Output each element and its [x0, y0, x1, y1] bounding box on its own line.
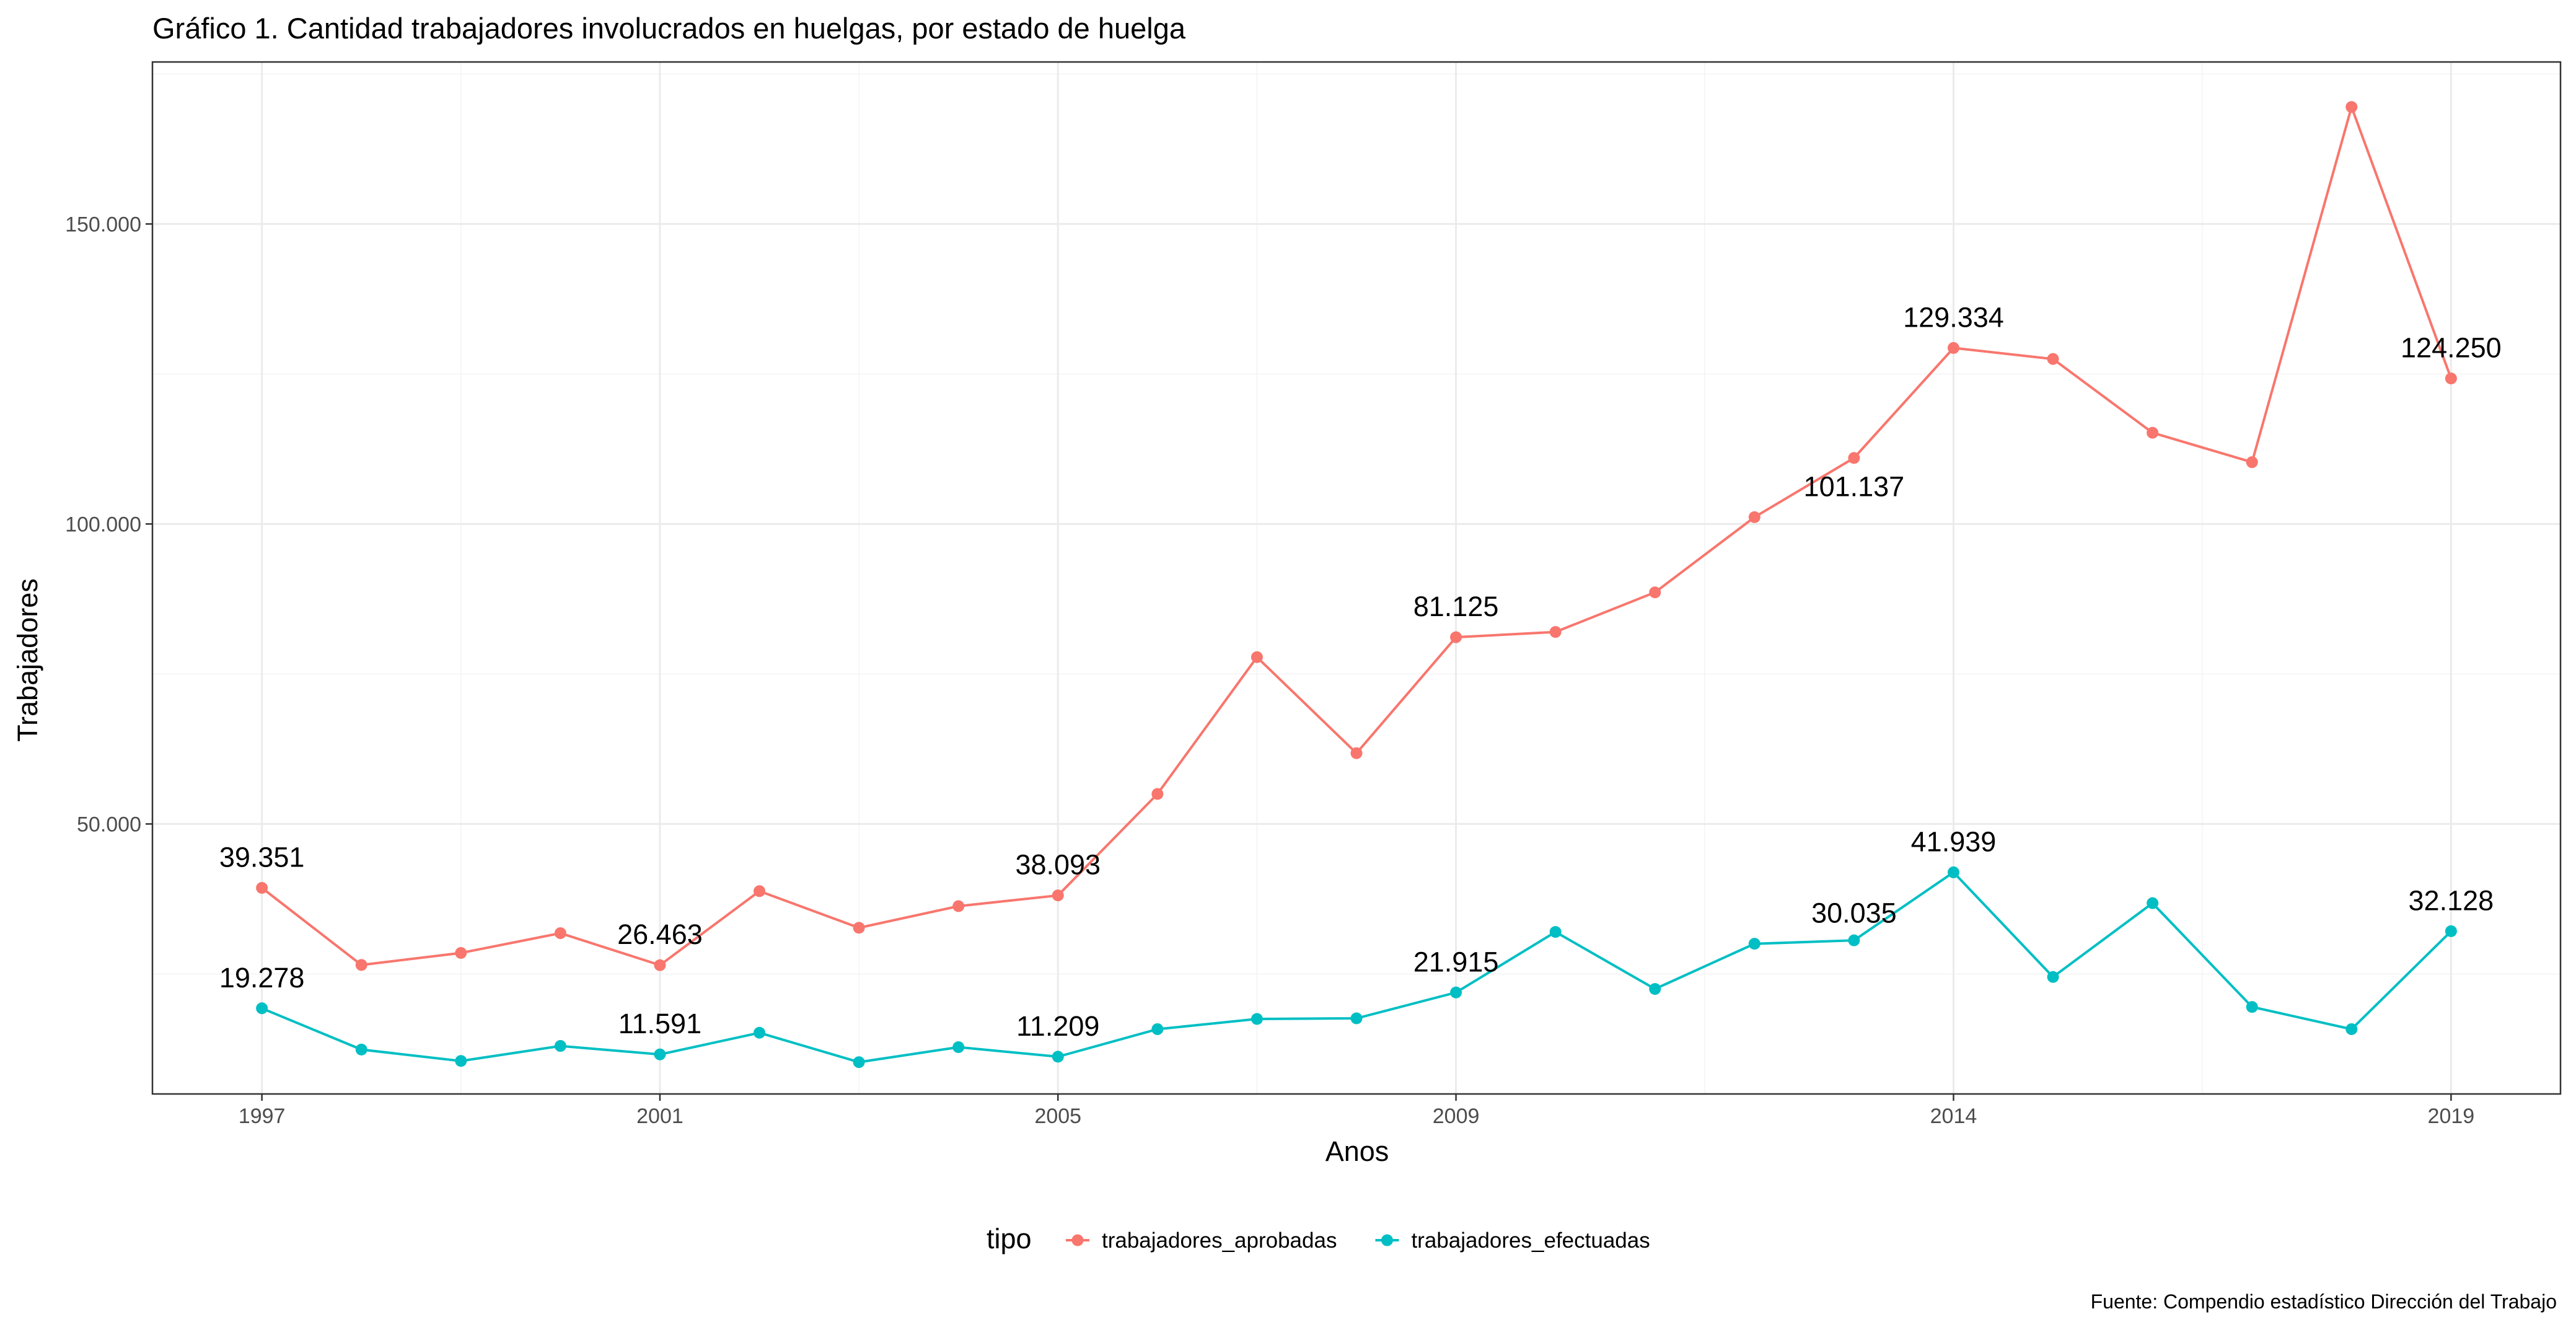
data-point	[1549, 926, 1562, 938]
series-trabajadores_efectuadas	[256, 866, 2457, 1069]
data-point	[1151, 788, 1164, 800]
data-point	[1947, 342, 1959, 354]
y-axis-title: Trabajadores	[12, 578, 43, 741]
data-point	[1450, 986, 1462, 999]
y-tick-label: 100.000	[65, 513, 141, 536]
x-tick-label: 2005	[1034, 1104, 1081, 1128]
data-point	[754, 885, 766, 897]
data-label: 101.137	[1804, 470, 1905, 502]
data-point	[2047, 971, 2059, 983]
data-point	[853, 922, 865, 934]
data-label: 129.334	[1903, 301, 2004, 333]
series-line-trabajadores_aprobadas	[261, 103, 2453, 967]
x-tick-label: 1997	[239, 1104, 286, 1128]
data-point	[2047, 353, 2059, 365]
y-tick-label: 150.000	[65, 213, 141, 236]
data-point	[1350, 747, 1363, 759]
data-point	[1649, 586, 1661, 599]
data-label: 11.591	[618, 1008, 701, 1039]
data-label: 11.209	[1016, 1010, 1099, 1042]
data-labels: 39.351 26.463 38.093 81.125 101.137 129.334 12…	[219, 301, 2502, 1041]
data-point	[554, 1040, 566, 1052]
data-label: 26.463	[617, 919, 703, 950]
axes: 50.000 100.000 150.000 1997 2001 2005 2009 2014…	[65, 213, 2474, 1128]
data-point	[2147, 897, 2159, 909]
data-point	[654, 959, 666, 971]
data-point	[1549, 626, 1562, 638]
gridlines	[152, 62, 2561, 1094]
data-point	[1848, 934, 1860, 946]
data-point	[952, 1041, 965, 1053]
x-tick-label: 2014	[1930, 1104, 1977, 1128]
data-label: 38.093	[1015, 849, 1101, 881]
data-point	[355, 959, 367, 971]
data-label: 41.939	[1911, 826, 1997, 857]
series-layer	[256, 101, 2457, 1069]
data-label: 124.250	[2401, 332, 2502, 364]
data-point	[754, 1026, 766, 1039]
data-point	[1052, 1051, 1064, 1063]
data-point	[1748, 938, 1761, 950]
data-point	[1251, 1013, 1263, 1025]
data-point	[1848, 452, 1860, 464]
data-label: 30.035	[1811, 897, 1897, 929]
x-tick-label: 2009	[1433, 1104, 1480, 1128]
legend-key-point	[1071, 1234, 1084, 1246]
data-point	[1052, 889, 1064, 902]
legend: tipo trabajadores_aprobadas trabajadores_…	[987, 1223, 1650, 1254]
series-line-trabajadores_efectuadas	[261, 870, 2452, 1064]
data-point	[853, 1056, 865, 1069]
data-point	[1947, 866, 1959, 878]
chart-title: Gráfico 1. Cantidad trabajadores involuc…	[152, 12, 1186, 45]
data-point	[2246, 456, 2258, 469]
series-trabajadores_aprobadas	[256, 101, 2457, 971]
data-point	[952, 900, 965, 912]
data-point	[2246, 1001, 2258, 1013]
source-caption: Fuente: Compendio estadístico Dirección …	[2091, 1290, 2557, 1313]
plot-panel	[151, 61, 2562, 1095]
data-point	[455, 947, 467, 959]
data-point	[2445, 925, 2457, 937]
legend-item-trabajadores_aprobadas: trabajadores_aprobadas	[1066, 1228, 1337, 1253]
data-label: 32.128	[2409, 884, 2494, 916]
x-tick-label: 2019	[2428, 1104, 2475, 1128]
legend-label: trabajadores_aprobadas	[1102, 1228, 1337, 1253]
data-point	[654, 1048, 666, 1060]
data-point	[256, 881, 268, 894]
data-point	[1748, 511, 1761, 523]
data-label: 39.351	[219, 841, 305, 873]
data-point	[1649, 983, 1661, 995]
data-point	[2345, 1023, 2358, 1035]
data-label: 81.125	[1413, 591, 1499, 622]
data-label: 21.915	[1413, 946, 1499, 977]
legend-items: trabajadores_aprobadas trabajadores_efect…	[1066, 1228, 1650, 1253]
data-point	[355, 1043, 367, 1056]
x-tick-label: 2001	[636, 1104, 684, 1128]
y-tick-label: 50.000	[77, 813, 141, 836]
data-point	[1151, 1023, 1164, 1035]
legend-label: trabajadores_efectuadas	[1411, 1228, 1650, 1253]
data-point	[256, 1002, 268, 1015]
data-point	[2147, 426, 2159, 439]
data-point	[2345, 101, 2358, 113]
data-point	[2445, 373, 2457, 385]
legend-item-trabajadores_efectuadas: trabajadores_efectuadas	[1375, 1228, 1650, 1253]
data-label: 19.278	[219, 962, 305, 994]
data-point	[455, 1055, 467, 1067]
x-axis-title: Anos	[1325, 1135, 1389, 1167]
data-point	[1350, 1012, 1363, 1025]
data-point	[1251, 651, 1263, 663]
data-point	[1450, 631, 1462, 643]
legend-title: tipo	[987, 1223, 1032, 1254]
data-point	[554, 927, 566, 940]
legend-key-point	[1381, 1234, 1393, 1246]
